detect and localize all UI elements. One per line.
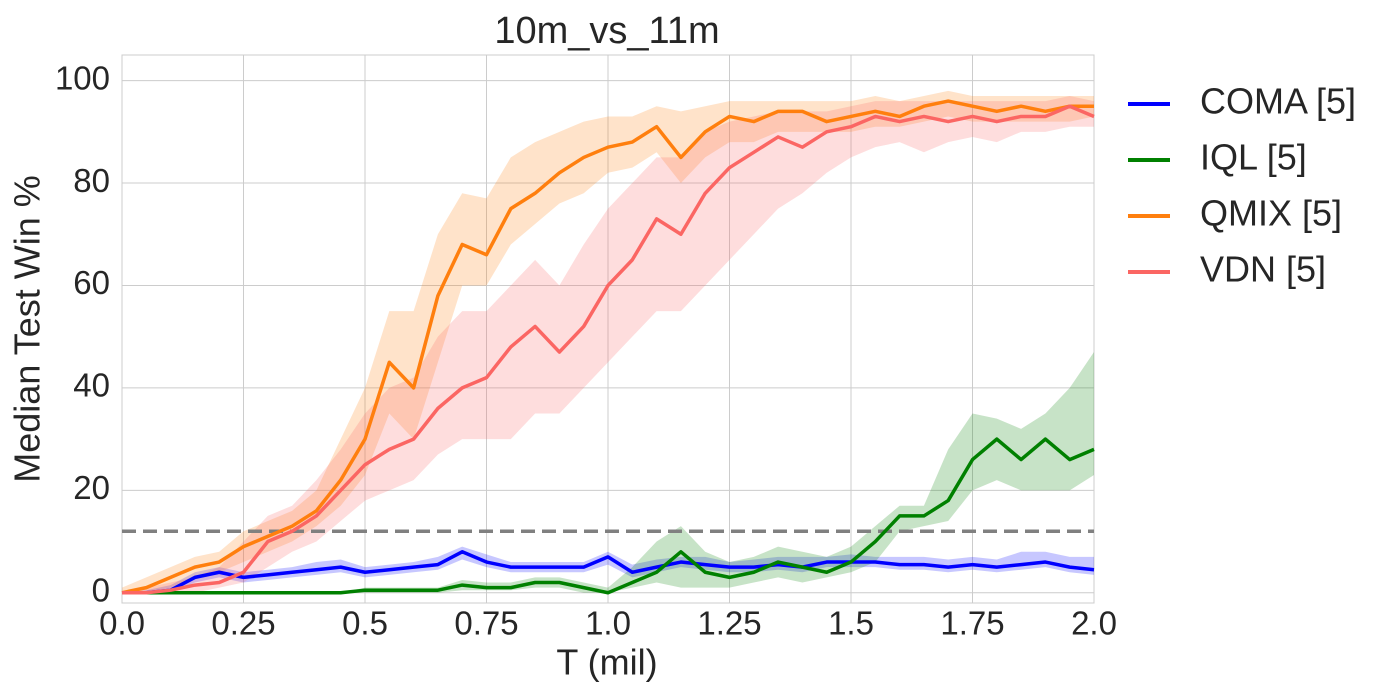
y-axis-label: Median Test Win % <box>7 175 48 482</box>
y-tick-label: 80 <box>73 162 110 199</box>
x-tick-label: 2.0 <box>1071 605 1117 642</box>
series-line <box>122 437 1095 595</box>
x-tick-label: 1.0 <box>585 605 631 642</box>
series-line <box>122 550 1095 595</box>
confidence-band <box>122 90 1094 593</box>
x-tick-label: 0.5 <box>342 605 388 642</box>
y-tick-label: 100 <box>55 59 110 96</box>
series-line <box>122 104 1095 595</box>
series-line <box>121 99 1094 595</box>
x-axis-label: T (mil) <box>556 642 657 683</box>
confidence-band <box>122 546 1094 593</box>
y-tick-label: 0 <box>92 571 110 608</box>
legend-label: COMA [5] <box>1200 81 1356 122</box>
x-tick-label: 0.25 <box>211 605 275 642</box>
legend-label: QMIX [5] <box>1200 193 1342 234</box>
x-tick-label: 1.75 <box>940 605 1004 642</box>
x-tick-label: 1.5 <box>828 605 874 642</box>
x-tick-label: 0.0 <box>99 605 145 642</box>
y-tick-label: 60 <box>73 264 110 301</box>
x-tick-label: 0.75 <box>454 605 518 642</box>
legend-label: IQL [5] <box>1200 137 1307 178</box>
chart-title: 10m_vs_11m <box>494 10 719 52</box>
y-tick-label: 40 <box>73 367 110 404</box>
confidence-band <box>122 95 1094 593</box>
y-tick-label: 20 <box>73 469 110 506</box>
legend-label: VDN [5] <box>1200 249 1326 290</box>
x-tick-label: 1.25 <box>697 605 761 642</box>
